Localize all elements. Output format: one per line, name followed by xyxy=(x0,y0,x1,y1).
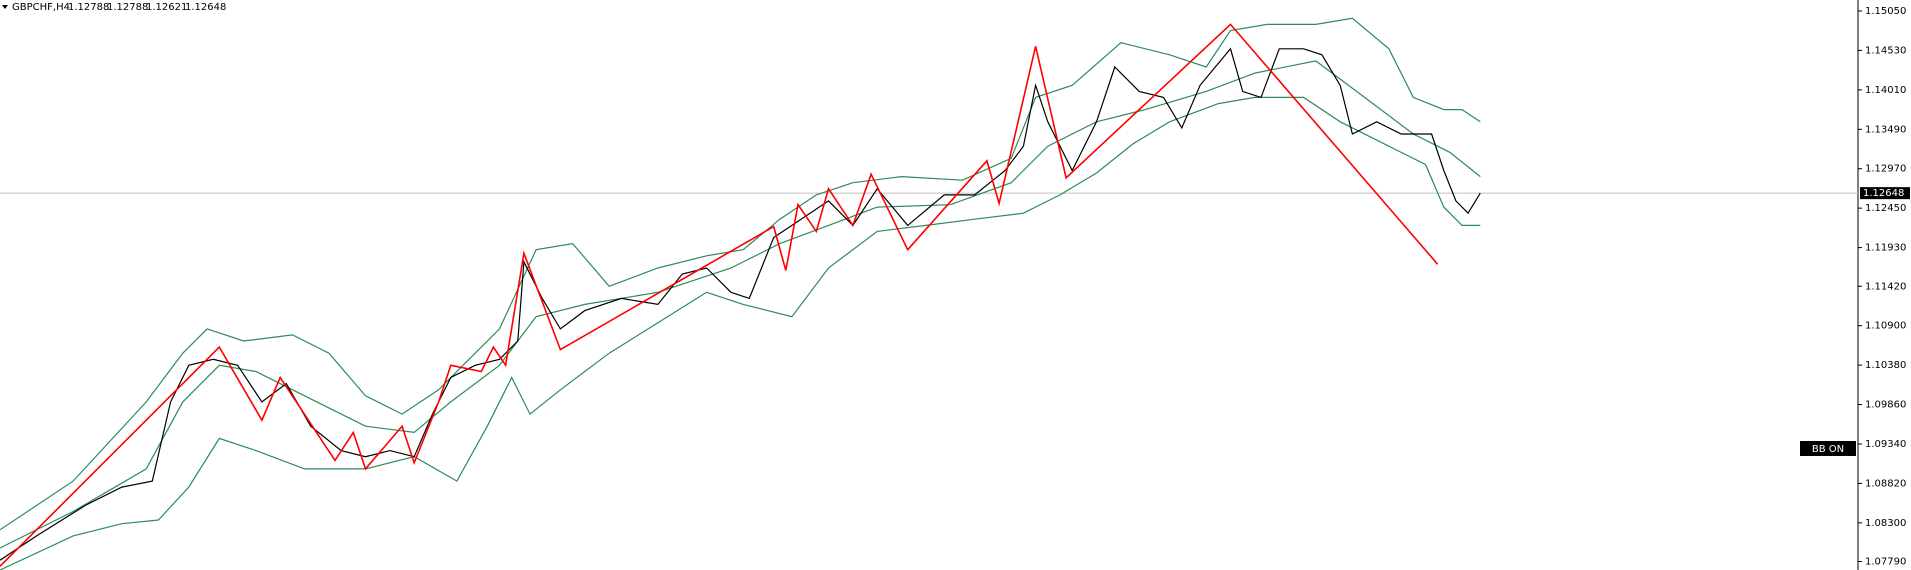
y-tick-label: 1.11420 xyxy=(1865,281,1906,292)
y-tick-label: 1.08300 xyxy=(1865,518,1906,529)
y-tick-label: 1.08820 xyxy=(1865,478,1906,489)
y-tick-label: 1.12970 xyxy=(1865,164,1906,175)
y-tick-label: 1.14530 xyxy=(1865,45,1906,56)
last-price-label: 1.12648 xyxy=(1863,188,1904,199)
y-tick-label: 1.09340 xyxy=(1865,439,1906,450)
series-line xyxy=(0,60,1481,549)
y-tick-label: 1.07790 xyxy=(1865,557,1906,568)
series-line xyxy=(0,17,1481,531)
y-tick-label: 1.09860 xyxy=(1865,400,1906,411)
ohlc-value: 1.12648 xyxy=(185,2,226,13)
bb-button-label: BB ON xyxy=(1812,444,1844,455)
y-tick-label: 1.10900 xyxy=(1865,321,1906,332)
y-tick-label: 1.14010 xyxy=(1865,85,1906,96)
ohlc-value: 1.12788 xyxy=(68,2,109,13)
series-line xyxy=(0,47,1481,561)
y-tick-label: 1.10380 xyxy=(1865,360,1906,371)
last-price-box xyxy=(1860,187,1910,200)
series-line xyxy=(0,96,1481,570)
menu-arrow[interactable] xyxy=(2,5,8,9)
y-tick-label: 1.13490 xyxy=(1865,124,1906,135)
bb-button-bg xyxy=(1800,441,1856,456)
chart-title: GBPCHF,H4 xyxy=(12,2,70,13)
y-tick-label: 1.15050 xyxy=(1865,6,1906,17)
series-line xyxy=(0,23,1439,567)
y-tick-label: 1.12450 xyxy=(1865,203,1906,214)
ohlc-value: 1.12788 xyxy=(107,2,148,13)
y-tick-label: 1.11930 xyxy=(1865,243,1906,254)
ohlc-value: 1.12621 xyxy=(146,2,187,13)
bb-button[interactable]: BB ON xyxy=(1800,441,1856,456)
